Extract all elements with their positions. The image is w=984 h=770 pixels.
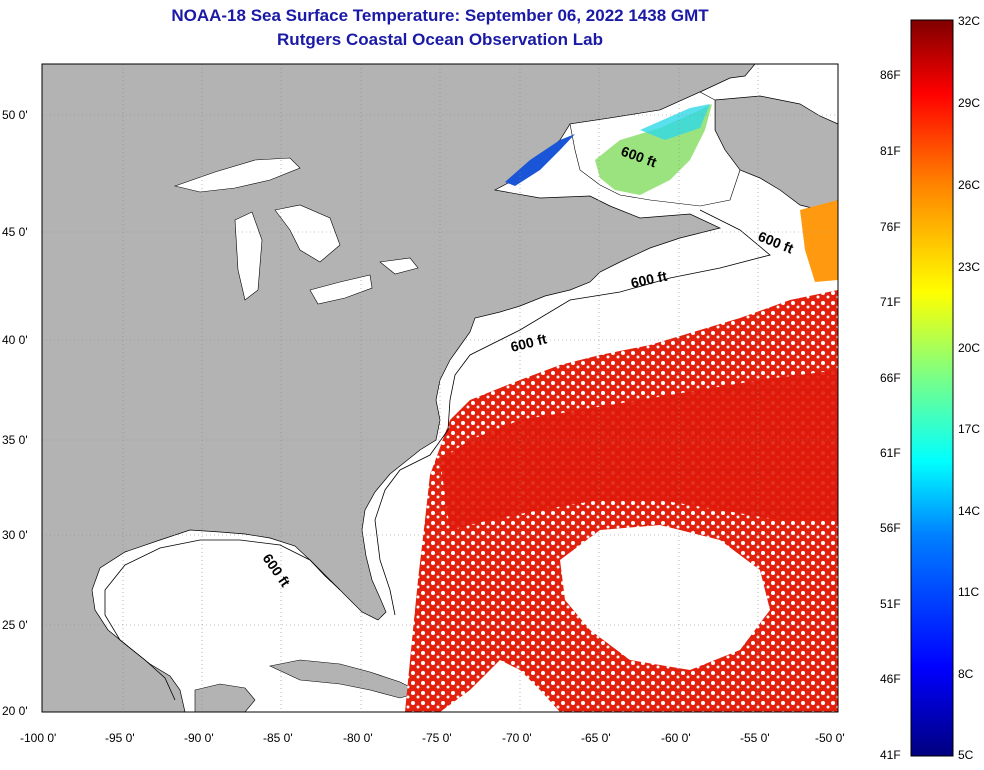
lon-tick-label: -100 0' — [20, 731, 57, 745]
lon-tick-label: -95 0' — [105, 731, 135, 745]
isobath-600ft — [374, 209, 771, 616]
lon-tick-label: -80 0' — [343, 731, 373, 745]
colorbar-celsius-label: 8C — [958, 667, 974, 681]
colorbar-fahrenheit-label: 76F — [880, 220, 901, 234]
colorbar — [910, 19, 954, 757]
colorbar-celsius-label: 29C — [958, 96, 981, 110]
lon-tick-label: -70 0' — [502, 731, 532, 745]
colorbar-fahrenheit-label: 81F — [880, 144, 901, 158]
lat-tick-label: 30 0' — [2, 528, 28, 542]
lon-tick-label: -65 0' — [581, 731, 611, 745]
lat-tick-label: 35 0' — [2, 433, 28, 447]
colorbar-fahrenheit-label: 86F — [880, 68, 901, 82]
cloud-hole — [560, 525, 770, 670]
colorbar-fahrenheit-label: 46F — [880, 672, 901, 686]
colorbar-celsius-label: 23C — [958, 260, 981, 274]
colorbar-celsius-label: 26C — [958, 178, 981, 192]
colorbar-fahrenheit-label: 41F — [880, 748, 901, 762]
lon-tick-label: -55 0' — [740, 731, 770, 745]
map-title: NOAA-18 Sea Surface Temperature: Septemb… — [171, 6, 709, 25]
lon-tick-label: -60 0' — [661, 731, 691, 745]
isobath-label: 600 ft — [629, 268, 668, 291]
lat-lon-grid — [42, 64, 838, 712]
land-north-america — [41, 63, 756, 713]
great-lakes — [173, 157, 419, 305]
lon-tick-label: -75 0' — [422, 731, 452, 745]
lat-tick-label: 40 0' — [2, 333, 28, 347]
colorbar-fahrenheit-label: 56F — [880, 521, 901, 535]
lat-tick-label: 45 0' — [2, 225, 28, 239]
sst-st-lawrence — [505, 134, 575, 186]
sst-gulf-cyan — [640, 104, 710, 140]
map-subtitle: Rutgers Coastal Ocean Observation Lab — [277, 30, 603, 49]
lon-tick-label: -85 0' — [263, 731, 293, 745]
colorbar-fahrenheit-label: 51F — [880, 597, 901, 611]
map-frame — [41, 63, 839, 713]
isobath-600ft-gulf — [104, 539, 341, 701]
colorbar-fahrenheit-label: 61F — [880, 446, 901, 460]
sst-hot-core — [440, 370, 838, 530]
lon-tick-label: -50 0' — [815, 731, 845, 745]
colorbar-celsius-label: 17C — [958, 422, 981, 436]
colorbar-celsius-label: 11C — [958, 585, 980, 599]
colorbar-celsius-label: 20C — [958, 341, 981, 355]
colorbar-fahrenheit-label: 71F — [880, 295, 901, 309]
colorbar-celsius-label: 32C — [958, 14, 981, 28]
colorbar-celsius-label: 14C — [958, 504, 981, 518]
lon-tick-label: -90 0' — [184, 731, 214, 745]
sst-ne-orange — [800, 200, 838, 282]
colorbar-fahrenheit-label: 66F — [880, 371, 901, 385]
lat-tick-label: 25 0' — [2, 618, 28, 632]
lat-tick-label: 20 0' — [2, 704, 28, 718]
colorbar-celsius-label: 5C — [958, 748, 974, 762]
lat-tick-label: 50 0' — [2, 108, 28, 122]
